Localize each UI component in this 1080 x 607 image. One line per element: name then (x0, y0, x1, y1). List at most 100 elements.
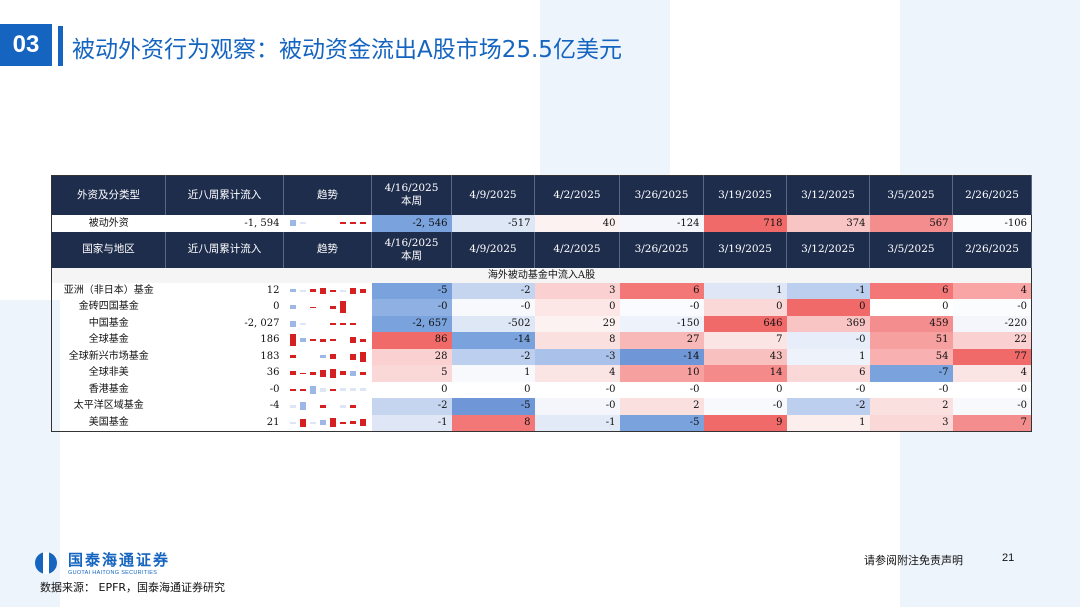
table-row: 全球基金 186 86 -14 8 27 7 -0 51 22 (52, 332, 1032, 349)
value-cell: -220 (952, 315, 1032, 332)
value-cell: -2 (451, 348, 535, 365)
value-cell: 718 (703, 214, 787, 232)
value-cell: 6 (786, 365, 870, 382)
value-cell: 40 (534, 214, 620, 232)
sparkline-bar (319, 387, 326, 392)
value-cell: 3 (534, 282, 620, 299)
sparkline-bar (329, 388, 336, 391)
row-sparkline (284, 316, 372, 333)
sparkline-bar (319, 420, 326, 425)
sparkline-bar (349, 421, 356, 424)
value-cell: 0 (703, 299, 787, 316)
value-cell: 14 (703, 365, 787, 382)
row-cumulative: 12 (266, 284, 280, 296)
value-cell: -0 (952, 398, 1032, 415)
sparkline-bar (349, 222, 356, 224)
value-cell: -0 (786, 381, 870, 398)
sparkline-bar (319, 355, 326, 359)
header-trend: 趋势 (283, 175, 372, 215)
value-cell: -124 (619, 214, 704, 232)
sparkline-bar (329, 354, 336, 360)
row-cumulative: -1, 594 (244, 217, 280, 229)
value-cell: -0 (534, 381, 620, 398)
value-cell: -502 (451, 315, 535, 332)
table-header-bottom: 国家与地区 近八周累计流入 趋势 4/16/2025 本周 4/9/2025 4/… (51, 231, 1032, 268)
row-cumulative: 186 (260, 334, 280, 346)
page-number: 21 (1002, 552, 1015, 564)
sparkline-bar (319, 338, 326, 342)
value-cell: -517 (451, 214, 535, 232)
sparkline-bar (359, 388, 366, 392)
value-cell: 29 (534, 315, 620, 332)
row-name: 美国基金 (51, 414, 166, 432)
value-cell: 374 (786, 214, 870, 232)
row-name: 太平洋区域基金 (73, 400, 144, 412)
value-cell: 27 (619, 332, 704, 349)
row-cumulative: 183 (260, 350, 280, 362)
sparkline-bar (309, 339, 316, 342)
sparkline-bar (289, 421, 296, 424)
header-date: 3/12/2025 (786, 175, 870, 215)
disclaimer-link[interactable]: 请参阅附注免责声明 (864, 554, 963, 567)
sparkline-bar (349, 353, 356, 360)
row-sparkline (283, 414, 372, 432)
header-category: 国家与地区 (51, 231, 166, 268)
header-date: 3/5/2025 (869, 175, 953, 215)
header-date: 4/9/2025 (451, 231, 535, 268)
sparkline-bar (309, 306, 316, 308)
sparkline-bar (289, 388, 296, 391)
header-current-week: 4/16/2025 本周 (371, 231, 452, 268)
sparkline-bar (309, 289, 316, 293)
value-cell: 7 (703, 332, 787, 349)
row-cumulative: 36 (266, 367, 280, 379)
sparkline-bar (319, 287, 326, 294)
value-cell: 0 (534, 299, 620, 316)
sparkline-bar (359, 351, 366, 362)
table-row: 中国基金 -2, 027 -2, 657 -502 29 -150 646 369 459 -22… (52, 315, 1032, 333)
value-cell: 86 (371, 332, 452, 349)
row-sparkline (284, 349, 372, 366)
value-cell: 6 (619, 282, 704, 299)
sparkline-bar (359, 222, 366, 224)
sparkline-bar (339, 301, 346, 314)
value-cell: 459 (869, 315, 953, 332)
header-date: 3/26/2025 (619, 231, 704, 268)
sparkline-bar (329, 305, 336, 309)
value-cell: 2 (869, 398, 953, 415)
sparkline-bar (299, 402, 306, 411)
header-date: 3/19/2025 (703, 175, 787, 215)
value-cell: 5 (371, 365, 452, 382)
sparkline-bar (349, 322, 356, 325)
value-cell: 646 (703, 315, 787, 332)
sparkline-bar (359, 288, 366, 293)
value-cell: 0 (703, 381, 787, 398)
sparkline-bar (359, 371, 366, 375)
sparkline-bar (309, 421, 316, 424)
row-cumulative: -2, 027 (244, 317, 280, 329)
row-name: 亚洲（非日本）基金 (63, 284, 154, 296)
logo-name-cn: 国泰海通证券 (68, 551, 171, 569)
section-number: 03 (0, 24, 52, 66)
value-cell: -0 (952, 299, 1032, 316)
sparkline-bar (329, 418, 336, 427)
value-cell: -0 (869, 381, 953, 398)
value-cell: -2, 657 (371, 315, 452, 332)
sparkline-bar (319, 369, 326, 377)
sparkline-bar (289, 289, 296, 293)
sparkline-bar (299, 372, 306, 374)
header-date: 2/26/2025 (952, 231, 1032, 268)
row-sparkline (284, 299, 372, 316)
table-row: 太平洋区域基金 -4 -2 -5 -0 2 -0 -2 2 -0 (52, 398, 1032, 415)
value-cell: 9 (703, 414, 787, 432)
page-title: 被动外资行为观察：被动资金流出A股市场25.5亿美元 (72, 37, 622, 63)
value-cell: -0 (703, 398, 787, 415)
value-cell: -3 (534, 348, 620, 365)
value-cell: -2 (371, 398, 452, 415)
header-trend: 趋势 (283, 231, 372, 268)
header-current-week-label: 本周 (401, 249, 422, 262)
header-date: 4/9/2025 (451, 175, 535, 215)
header-current-week: 4/16/2025 本周 (371, 175, 452, 215)
value-cell: 0 (451, 381, 535, 398)
sparkline-bar (349, 404, 356, 408)
row-sparkline (284, 215, 372, 232)
